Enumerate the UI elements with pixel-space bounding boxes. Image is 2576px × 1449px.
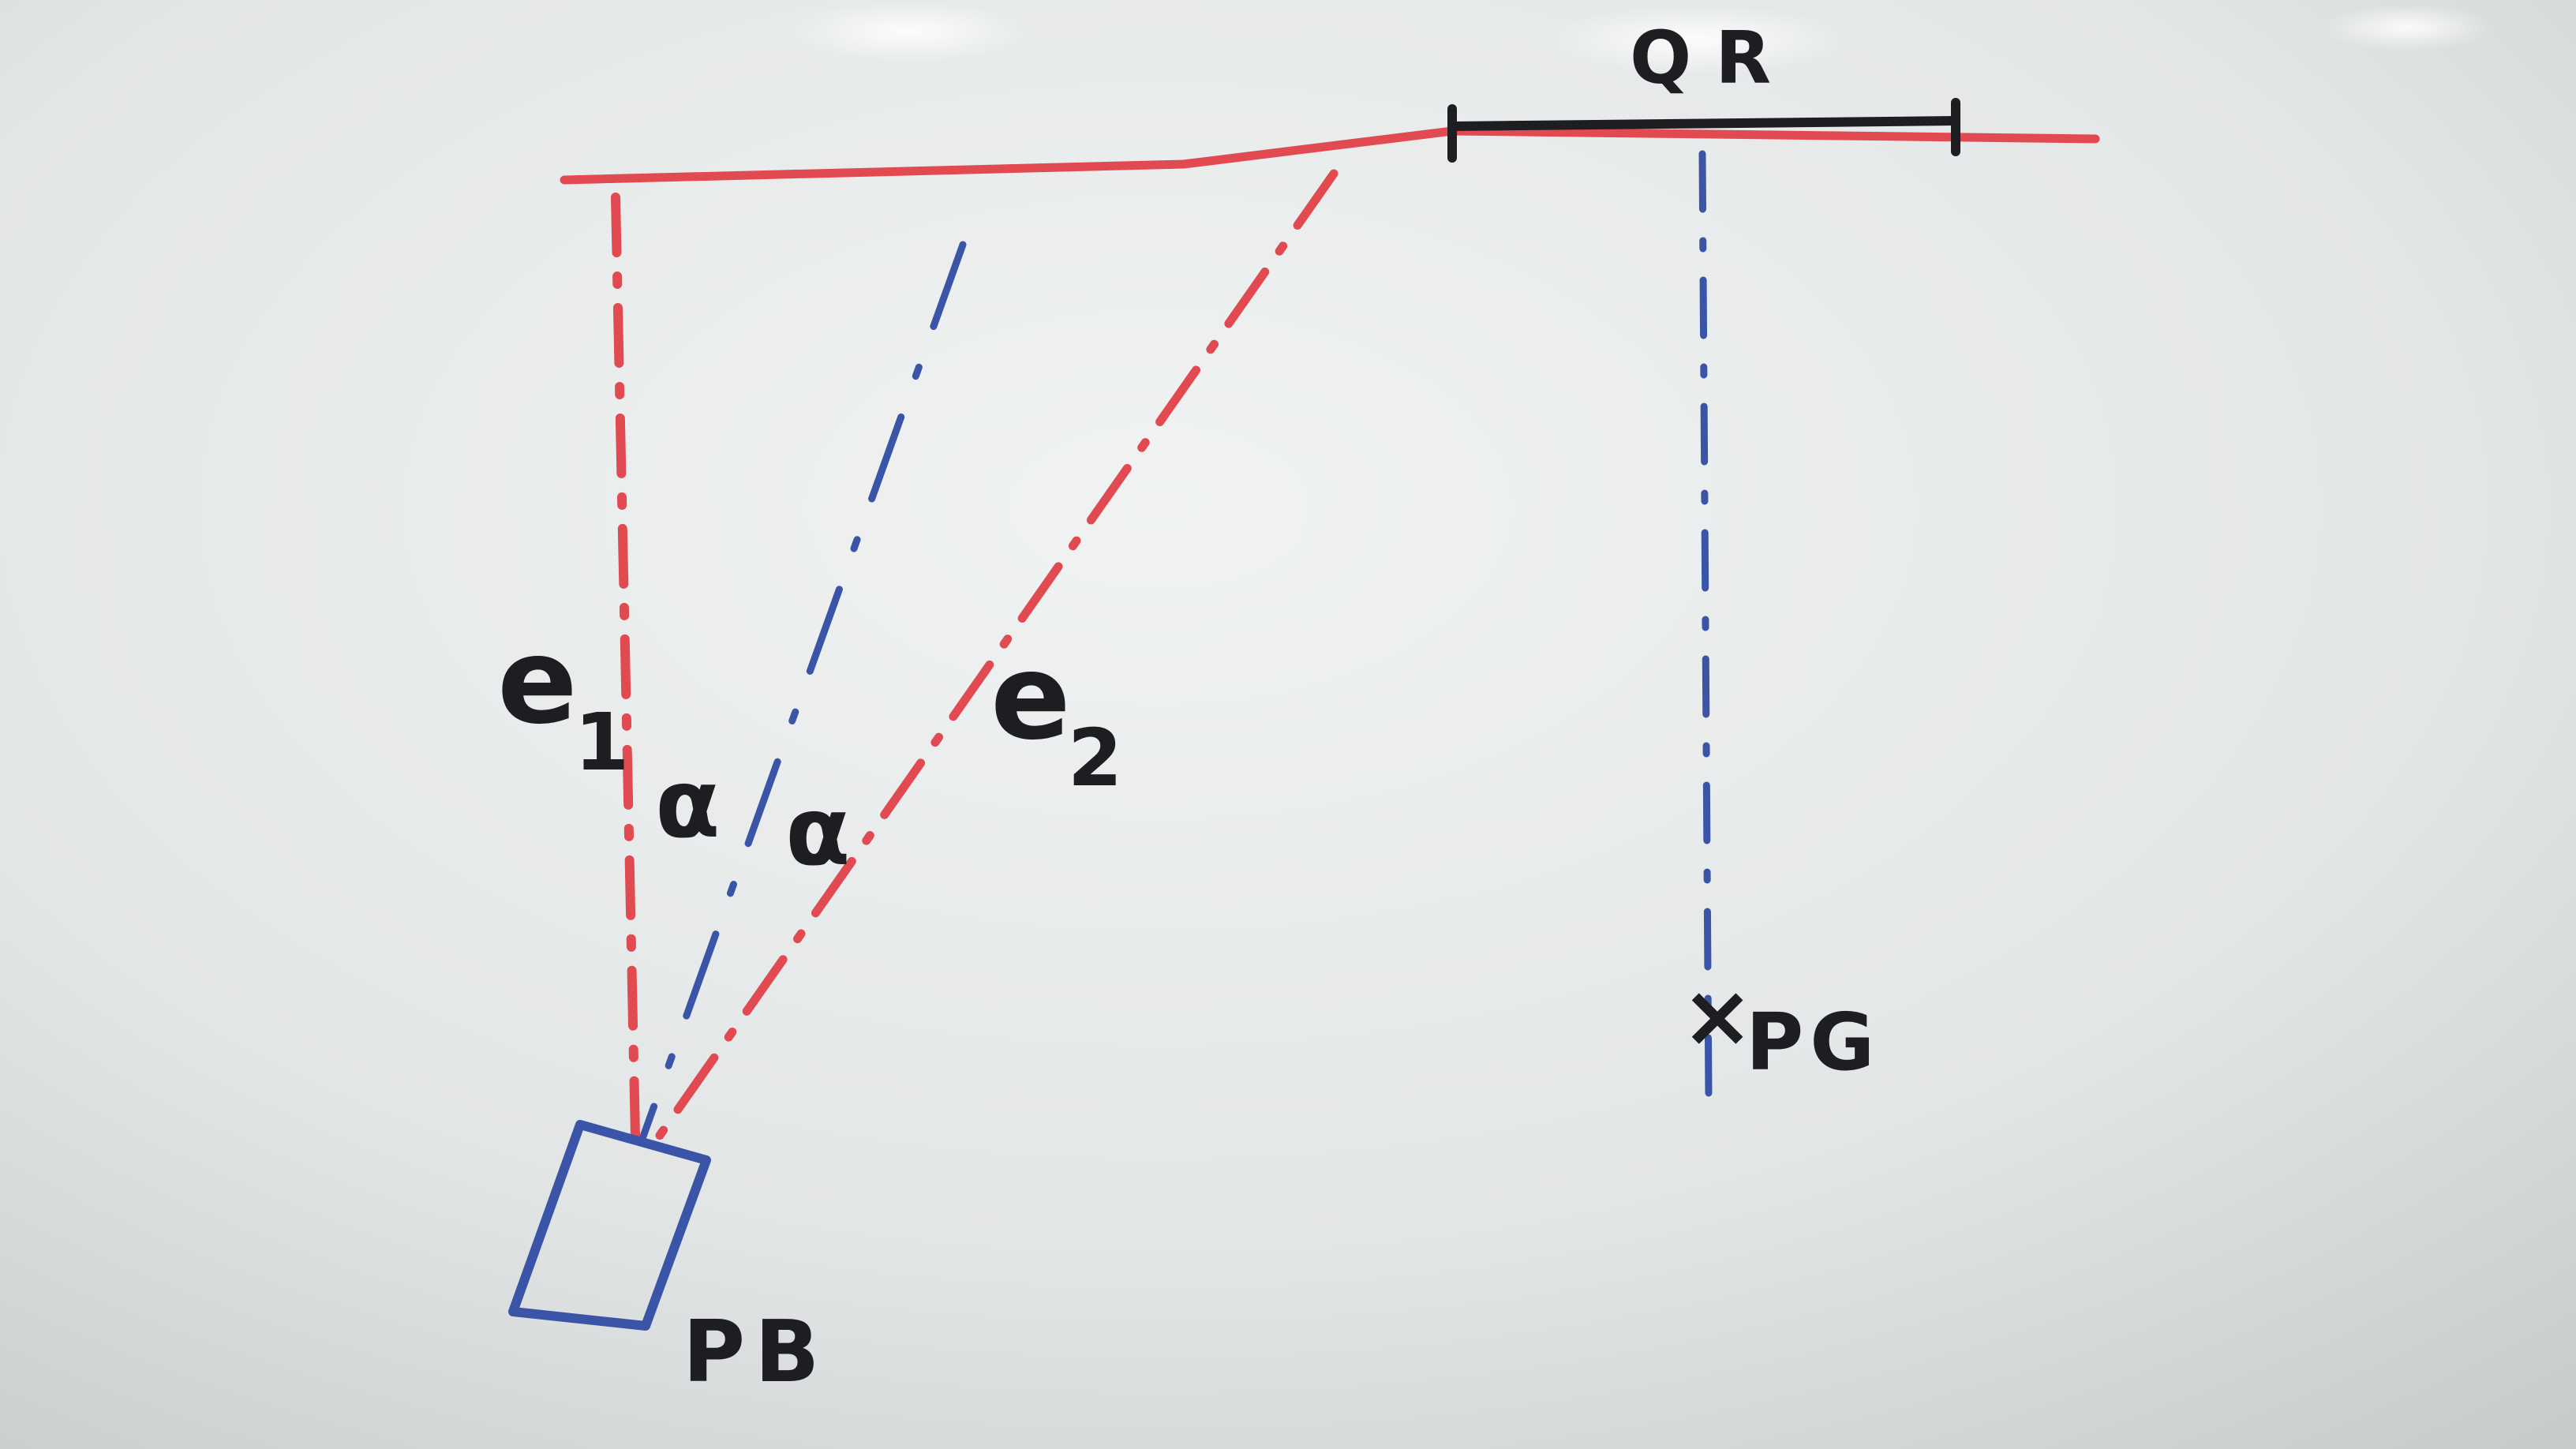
ray-e2 [654, 169, 1339, 1141]
light-glare [1539, 4, 1855, 75]
wall-line [560, 126, 2100, 185]
label-qr: QR [1630, 16, 1795, 100]
label-alpha-right: α [785, 777, 850, 887]
ray-e1 [611, 193, 640, 1141]
qr-segment [1447, 98, 1960, 163]
label-pb: PB [683, 1303, 829, 1402]
pg-marker-icon: × [1681, 965, 1754, 1066]
light-glare [781, 0, 1034, 63]
perpendicular-pg [1698, 150, 1713, 1101]
pb-box [508, 1120, 711, 1331]
ray-bisector [639, 241, 967, 1140]
label-pg: PG [1746, 996, 1881, 1088]
label-alpha-left: α [655, 750, 720, 859]
light-glare [2320, 4, 2494, 51]
